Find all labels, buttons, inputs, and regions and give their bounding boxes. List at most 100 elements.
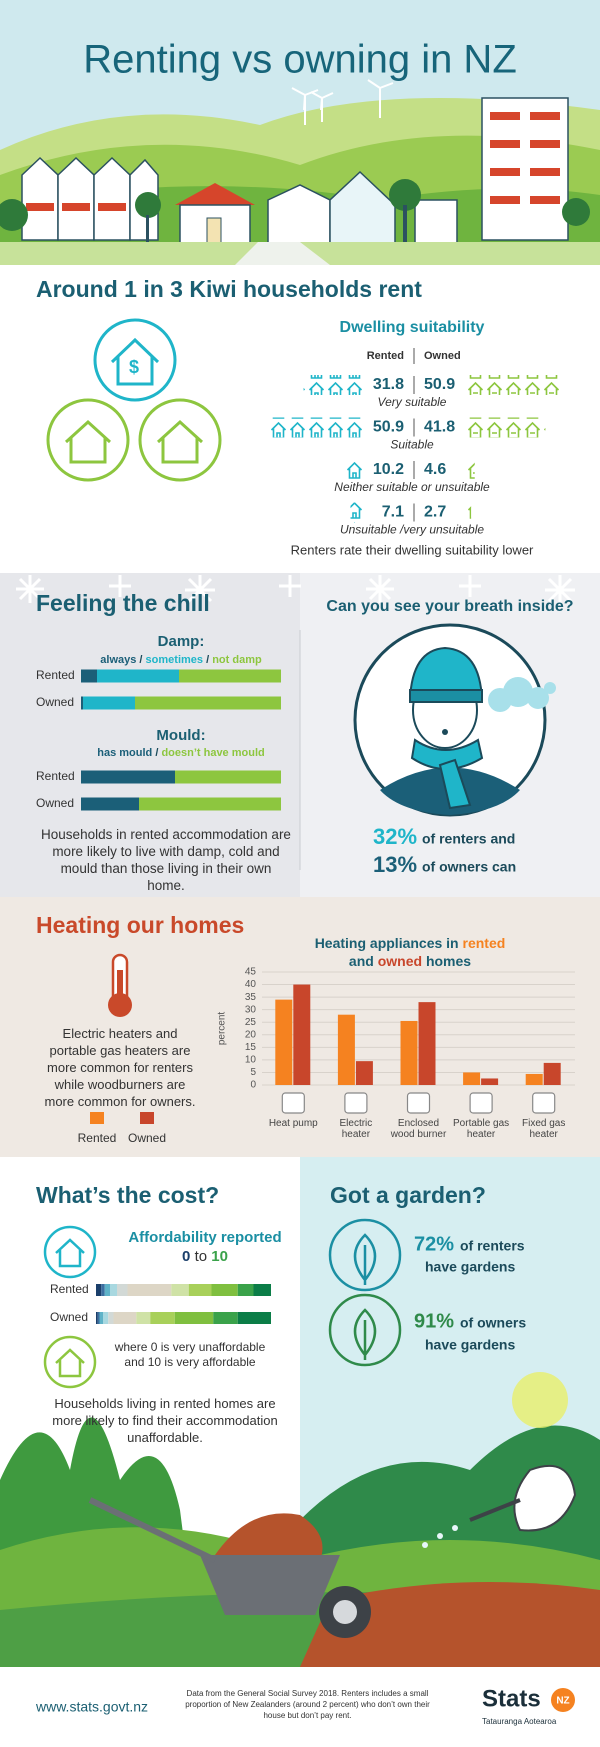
y-tick-label: 15 bbox=[245, 1042, 257, 1053]
bar-segment bbox=[104, 1284, 110, 1296]
thermometer-icon bbox=[108, 953, 132, 1017]
title-part: homes bbox=[425, 953, 472, 969]
bar bbox=[481, 1078, 499, 1085]
section-heading: What’s the cost? bbox=[36, 1182, 219, 1208]
affordability-note: where 0 is very unaffordable and 10 is v… bbox=[114, 1340, 266, 1369]
bar-segment bbox=[99, 1312, 103, 1324]
legend-separator: / bbox=[136, 654, 145, 666]
bar-segment bbox=[83, 696, 135, 710]
chart-title: Damp: bbox=[158, 633, 205, 650]
bar bbox=[275, 999, 293, 1085]
title-part: and bbox=[348, 953, 374, 969]
bar-segment bbox=[110, 1284, 117, 1296]
bar bbox=[355, 1061, 373, 1085]
breath-renters-text: of renters and bbox=[422, 831, 515, 847]
y-tick-label: 40 bbox=[245, 979, 257, 990]
legend-entry: not damp bbox=[212, 654, 262, 666]
y-tick-label: 35 bbox=[245, 992, 257, 1003]
bar-segment bbox=[237, 1284, 254, 1296]
bar-segment bbox=[117, 1284, 128, 1296]
bar-segment bbox=[103, 1312, 109, 1324]
section-heading: Heating our homes bbox=[36, 912, 244, 938]
legend-label: Owned bbox=[128, 1131, 166, 1145]
rented-value: 7.1 bbox=[382, 504, 404, 521]
section-heading: Feeling the chill bbox=[36, 590, 210, 616]
logo-subtitle: Tatauranga Aotearoa bbox=[482, 1717, 557, 1726]
footer-url[interactable]: www.stats.govt.nz bbox=[35, 1699, 148, 1715]
category-label: Owned bbox=[50, 1310, 88, 1324]
row-label: Very suitable bbox=[378, 395, 447, 409]
rented-header: Rented bbox=[367, 350, 404, 362]
garden-illustration bbox=[0, 1372, 600, 1667]
row-label: Suitable bbox=[390, 438, 434, 452]
bar-segment bbox=[213, 1312, 238, 1324]
rented-value: 31.8 bbox=[373, 376, 404, 393]
page-title: Renting vs owning in NZ bbox=[83, 38, 517, 82]
legend: always / sometimes / not damp bbox=[100, 654, 262, 666]
bar-segment bbox=[97, 1312, 100, 1324]
dollar-icon: $ bbox=[129, 357, 139, 377]
bar-segment bbox=[113, 1312, 137, 1324]
footer-background bbox=[0, 1667, 600, 1747]
bar-segment bbox=[81, 797, 139, 811]
garden-renters-text: have gardens bbox=[425, 1259, 515, 1275]
bar-segment bbox=[81, 669, 97, 683]
bar-segment bbox=[253, 1284, 271, 1296]
owned-value: 2.7 bbox=[424, 504, 446, 521]
x-tick-label: Fixed gas heater bbox=[522, 1118, 566, 1140]
bar bbox=[337, 1014, 355, 1085]
title-part: Heating appliances in bbox=[314, 935, 459, 951]
x-tick-label: Heat pump bbox=[268, 1118, 318, 1129]
garden-owners-text: have gardens bbox=[425, 1337, 515, 1353]
rented-value: 10.2 bbox=[373, 461, 404, 478]
rented-icons bbox=[303, 375, 364, 395]
bar bbox=[418, 1002, 436, 1085]
owned-icons bbox=[466, 460, 475, 480]
y-tick-label: 45 bbox=[245, 967, 257, 978]
bar bbox=[400, 1020, 418, 1085]
x-tick-label: Electric heater bbox=[339, 1118, 373, 1140]
owned-icons bbox=[466, 375, 563, 395]
garden-renters-pct: 72% bbox=[414, 1233, 454, 1255]
bar-segment bbox=[101, 1284, 105, 1296]
rented-icons bbox=[350, 502, 364, 523]
logo-text: Stats bbox=[482, 1685, 541, 1712]
row-label: Unsuitable /very unsuitable bbox=[340, 523, 484, 537]
breath-renters-pct: 32% bbox=[373, 824, 417, 849]
heating-paragraph: Electric heaters and portable gas heater… bbox=[44, 1026, 196, 1109]
cost-paragraph: Households living in rented homes are mo… bbox=[52, 1396, 278, 1445]
appliance-icon bbox=[532, 1092, 556, 1114]
bar bbox=[543, 1062, 561, 1085]
legend-entry: doesn’t have mould bbox=[161, 747, 264, 759]
appliance-icon bbox=[469, 1092, 493, 1114]
logo-badge: NZ bbox=[556, 1696, 569, 1707]
rented-icons bbox=[344, 460, 364, 480]
bar bbox=[525, 1073, 543, 1085]
y-axis-label: percent bbox=[217, 1012, 228, 1046]
legend-separator: / bbox=[152, 747, 161, 759]
title-part: 10 bbox=[211, 1248, 228, 1265]
section-heading: Around 1 in 3 Kiwi households rent bbox=[36, 276, 422, 302]
garden-owners-text: of owners bbox=[460, 1315, 526, 1331]
bar-segment bbox=[150, 1312, 175, 1324]
household-icons bbox=[46, 318, 222, 482]
owned-icons bbox=[466, 502, 472, 523]
y-tick-label: 10 bbox=[245, 1055, 257, 1066]
bar-segment bbox=[108, 1312, 114, 1324]
x-tick-label: Enclosed wood burner bbox=[390, 1118, 447, 1140]
legend-entry: always bbox=[100, 654, 136, 666]
bar-segment bbox=[127, 1284, 172, 1296]
bar-segment bbox=[211, 1284, 238, 1296]
appliance-icon bbox=[406, 1092, 431, 1114]
bar-segment bbox=[175, 770, 281, 784]
legend-swatch bbox=[140, 1112, 154, 1124]
y-tick-label: 25 bbox=[245, 1017, 257, 1028]
category-label: Rented bbox=[50, 1282, 89, 1296]
bar-segment bbox=[97, 669, 179, 683]
suitability-title: Dwelling suitability bbox=[340, 319, 485, 336]
footer-note: Data from the General Social Survey 2018… bbox=[185, 1689, 430, 1720]
owned-value: 41.8 bbox=[424, 419, 455, 436]
garden-owners-pct: 91% bbox=[414, 1310, 454, 1332]
